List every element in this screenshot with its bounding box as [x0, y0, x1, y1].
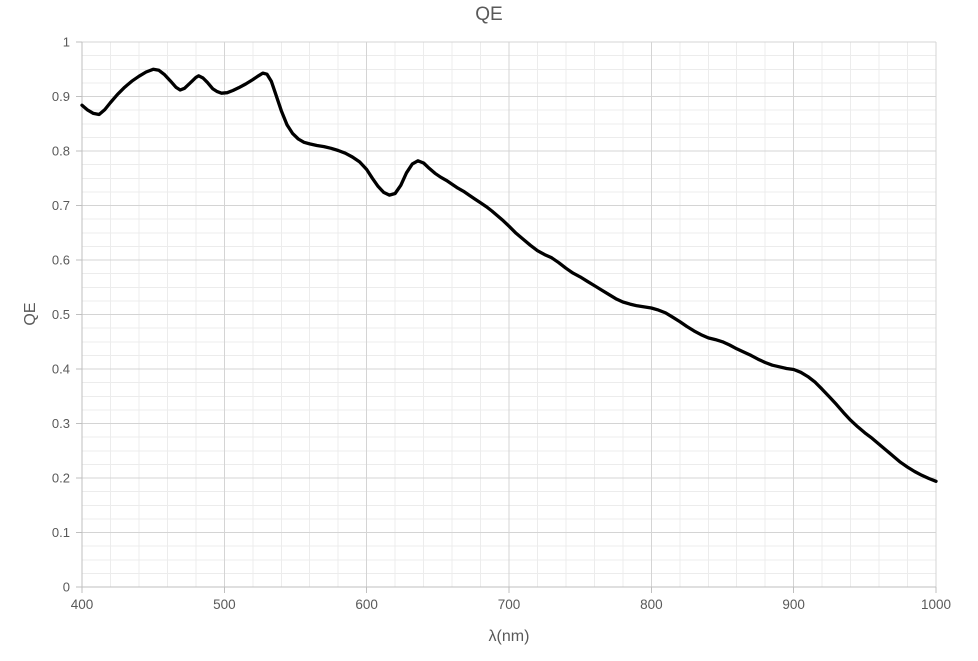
x-tick-label: 800: [640, 597, 663, 612]
y-tick-label: 1: [63, 35, 70, 50]
x-tick-label: 400: [71, 597, 94, 612]
x-tick-label: 500: [213, 597, 236, 612]
y-tick-label: 0.7: [52, 198, 70, 213]
x-tick-labels: 400 500 600 700 800 900 1000: [71, 597, 951, 612]
y-tick-label: 0: [63, 580, 70, 595]
y-tick-label: 0.9: [52, 89, 70, 104]
x-axis-title: λ(nm): [488, 628, 530, 645]
qe-series-line: [80, 67, 938, 483]
x-tick-label: 700: [498, 597, 521, 612]
y-tick-label: 0.2: [52, 471, 70, 486]
x-tick-label: 1000: [921, 597, 951, 612]
y-tick-labels: 0 0.1 0.2 0.3 0.4 0.5 0.6 0.7 0.8 0.9 1: [52, 35, 70, 595]
y-tick-label: 0.4: [52, 362, 70, 377]
x-tick-label: 900: [782, 597, 805, 612]
x-tick-label: 600: [355, 597, 378, 612]
y-axis-title: QE: [22, 302, 39, 326]
chart-title: QE: [475, 4, 503, 25]
y-tick-label: 0.5: [52, 307, 70, 322]
y-tick-label: 0.3: [52, 416, 70, 431]
y-tick-label: 0.6: [52, 253, 70, 268]
y-tick-label: 0.1: [52, 525, 70, 540]
axis-tick-marks: [76, 41, 937, 593]
y-tick-label: 0.8: [52, 144, 70, 159]
